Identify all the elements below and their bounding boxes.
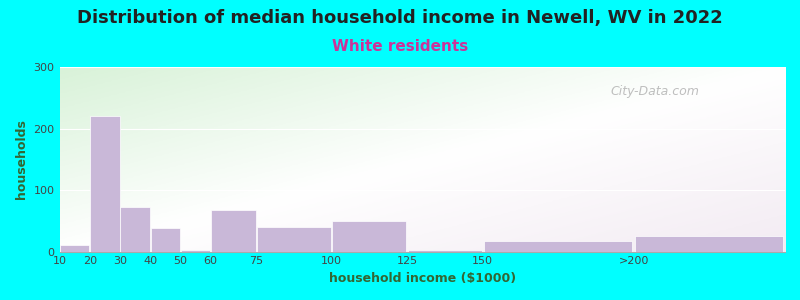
Bar: [257, 227, 331, 252]
Bar: [120, 207, 150, 252]
Bar: [332, 221, 406, 252]
Bar: [150, 228, 180, 252]
Bar: [484, 241, 632, 252]
Bar: [181, 250, 210, 252]
Bar: [60, 245, 90, 252]
Y-axis label: households: households: [15, 119, 28, 199]
Bar: [90, 116, 120, 252]
Bar: [408, 250, 482, 252]
Text: White residents: White residents: [332, 39, 468, 54]
Text: Distribution of median household income in Newell, WV in 2022: Distribution of median household income …: [77, 9, 723, 27]
Bar: [211, 210, 255, 252]
X-axis label: household income ($1000): household income ($1000): [329, 272, 516, 285]
Text: City-Data.com: City-Data.com: [611, 85, 700, 98]
Bar: [635, 236, 783, 252]
